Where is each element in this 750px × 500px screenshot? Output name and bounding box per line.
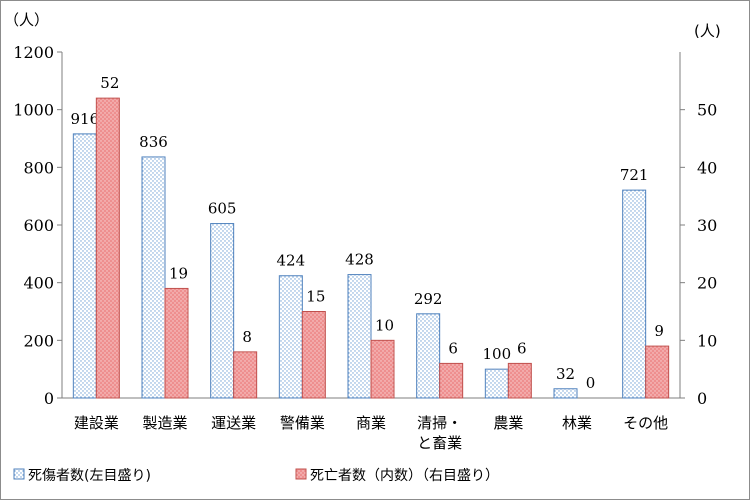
- bar-casualties: [210, 223, 235, 399]
- bar-casualties: [72, 133, 97, 399]
- bar-fatalities: [164, 287, 189, 399]
- bar-casualties: [622, 189, 647, 399]
- data-label-fatalities: 9: [654, 322, 664, 340]
- right-tick-label: 50: [697, 101, 717, 120]
- data-label-fatalities: 15: [306, 288, 325, 306]
- bar-casualties: [141, 156, 166, 399]
- data-label-casualties: 428: [345, 251, 374, 269]
- data-label-casualties: 424: [277, 252, 306, 270]
- bar-fatalities: [233, 351, 258, 399]
- bar-casualties: [347, 274, 372, 399]
- left-tick-label: 1000: [13, 101, 54, 120]
- bar-fatalities: [507, 362, 532, 399]
- category-label: 警備業: [280, 414, 325, 432]
- data-label-fatalities: 52: [100, 74, 119, 92]
- data-label-fatalities: 0: [586, 374, 596, 392]
- left-tick-label: 1200: [13, 43, 54, 62]
- data-label-fatalities: 10: [375, 316, 394, 334]
- data-label-casualties: 32: [556, 365, 575, 383]
- left-tick-label: 600: [23, 216, 54, 235]
- category-label: 商業: [356, 414, 386, 432]
- category-label: 製造業: [142, 414, 187, 432]
- data-label-casualties: 836: [139, 133, 168, 151]
- bar-fatalities: [95, 97, 120, 399]
- data-label-casualties: 605: [208, 200, 237, 218]
- right-tick-label: 20: [697, 274, 717, 293]
- bar-fatalities: [439, 362, 464, 399]
- data-label-casualties: 100: [483, 345, 512, 363]
- category-label: 農業: [493, 414, 523, 432]
- right-tick-label: 10: [697, 331, 717, 350]
- data-label-fatalities: 8: [242, 328, 252, 346]
- right-tick-label: 30: [697, 216, 717, 235]
- legend-swatch-fatalities: [295, 468, 307, 480]
- legend-label-fatalities: 死亡者数（内数）（右目盛り）: [310, 468, 499, 484]
- bar-casualties: [484, 368, 509, 399]
- bar-fatalities: [370, 339, 395, 399]
- bar-casualties: [416, 313, 441, 399]
- data-label-fatalities: 6: [448, 339, 458, 357]
- category-label: 建設業: [74, 414, 119, 432]
- data-label-casualties: 292: [414, 290, 443, 308]
- data-label-fatalities: 19: [169, 264, 188, 282]
- left-axis-unit: （人）: [4, 11, 49, 29]
- right-axis-unit: (人): [694, 22, 721, 40]
- data-label-fatalities: 6: [517, 339, 527, 357]
- bar-casualties: [553, 388, 578, 399]
- category-label: その他: [623, 414, 668, 432]
- left-tick-label: 0: [44, 389, 54, 408]
- right-tick-label: 40: [697, 158, 717, 177]
- category-label: 林業: [562, 414, 592, 432]
- bar-fatalities: [645, 345, 670, 399]
- category-label: 清掃・と畜業: [417, 414, 462, 452]
- right-tick-label: 0: [697, 389, 707, 408]
- legend-label-casualties: 死傷者数(左目盛り): [28, 468, 151, 484]
- data-label-casualties: 916: [71, 110, 100, 128]
- data-label-casualties: 721: [620, 166, 649, 184]
- legend-swatch-casualties: [13, 468, 25, 480]
- left-tick-label: 400: [23, 274, 54, 293]
- bar-fatalities: [301, 311, 326, 399]
- bar-casualties: [278, 275, 303, 399]
- left-tick-label: 800: [23, 158, 54, 177]
- left-tick-label: 200: [23, 331, 54, 350]
- category-label: 運送業: [211, 414, 256, 432]
